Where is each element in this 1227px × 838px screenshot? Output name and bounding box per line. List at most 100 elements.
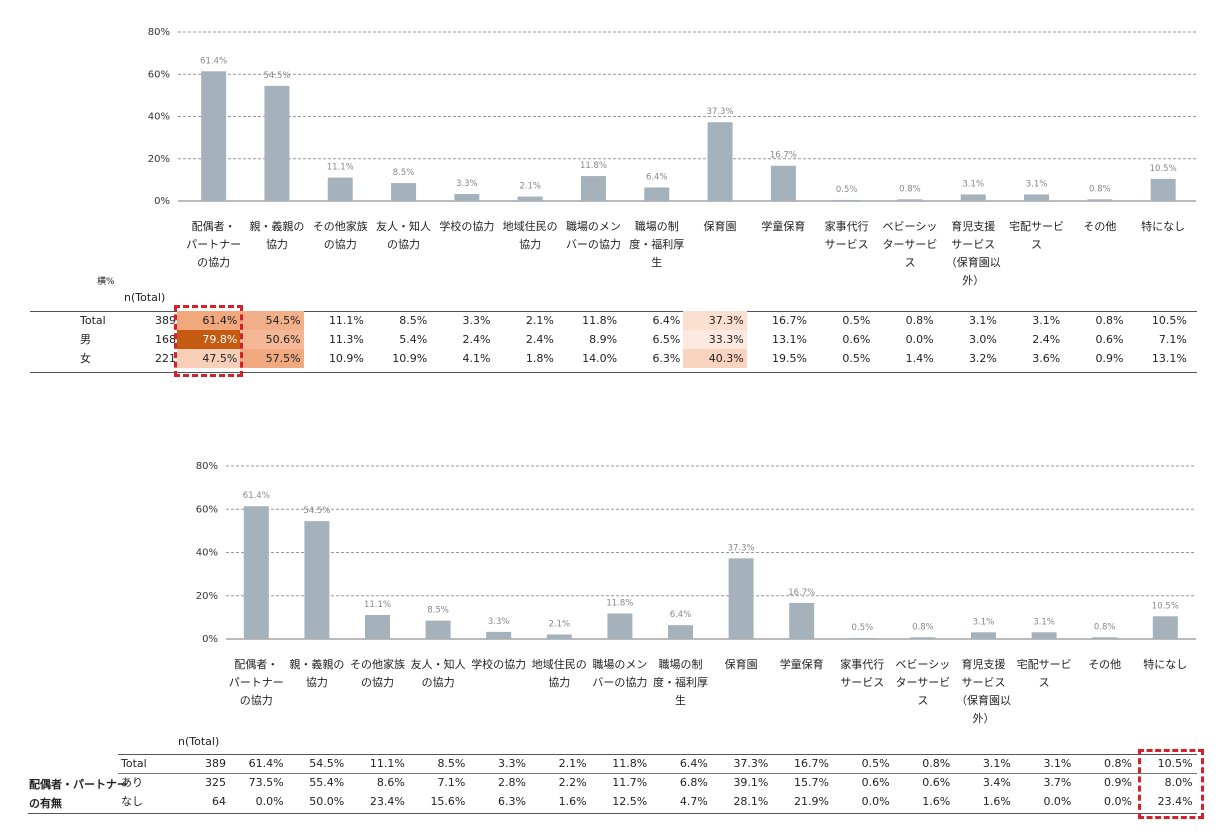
- bar: [971, 632, 996, 639]
- category-label: 度・福利厚: [629, 237, 684, 251]
- table-rule: [30, 372, 1197, 373]
- table-cell: 8.6%: [376, 776, 405, 789]
- table-cell: 0.8%: [922, 757, 951, 770]
- table-cell: 37.3%: [708, 314, 744, 327]
- bar: [304, 521, 330, 639]
- heat-cell: [240, 330, 304, 349]
- table-cell: 39.1%: [733, 776, 769, 789]
- row-label: なし: [121, 795, 143, 808]
- category-label: その他家族: [350, 657, 405, 671]
- category-label: パートナー: [229, 676, 284, 689]
- category-label: 友人・知人: [411, 657, 466, 671]
- category-label: サービス: [951, 238, 995, 251]
- table-cell: 21.9%: [794, 795, 829, 808]
- table-cell: 16.7%: [794, 757, 829, 770]
- table-cell: 2.4%: [525, 333, 554, 346]
- bar: [454, 194, 480, 201]
- table-cell: 1.6%: [922, 795, 951, 808]
- category-label: 生: [651, 255, 662, 269]
- category-label: 宅配サービ: [1009, 219, 1064, 233]
- table-cell: 0.6%: [922, 776, 951, 789]
- bar-value-label: 54.5%: [263, 71, 290, 81]
- table-cell: 0.6%: [1095, 333, 1124, 346]
- category-label: 配偶者・: [192, 220, 236, 233]
- bar: [201, 71, 227, 201]
- table-cell: 15.7%: [794, 776, 829, 789]
- bar-value-label: 3.1%: [962, 179, 984, 189]
- table-cell: 6.3%: [498, 795, 526, 808]
- table-cell: 0.8%: [905, 314, 934, 327]
- table-cell: 7.1%: [437, 776, 466, 789]
- row-label: 男: [80, 333, 91, 346]
- category-label: 協力: [266, 238, 288, 251]
- table-cell: 10.5%: [1151, 314, 1187, 327]
- table-cell: 0.0%: [255, 795, 284, 808]
- category-label: 外）: [962, 274, 984, 287]
- table-cell: 0.0%: [1104, 795, 1132, 808]
- bar-value-label: 0.8%: [1094, 622, 1116, 632]
- table-cell: 54.5%: [309, 757, 345, 770]
- bar-value-label: 2.1%: [548, 619, 570, 629]
- category-label: 友人・知人: [376, 219, 431, 233]
- n-header: n(Total): [178, 735, 220, 748]
- y-tick-label: 80%: [196, 461, 218, 472]
- bar-value-label: 2.1%: [519, 182, 541, 192]
- table-cell: 1.4%: [905, 352, 934, 365]
- category-label: 育児支援: [962, 657, 1006, 671]
- table-cell: 11.7%: [612, 776, 648, 789]
- table-cell: 6.5%: [652, 333, 681, 346]
- table-cell: 19.5%: [772, 352, 807, 365]
- table-cell: 0.6%: [861, 776, 890, 789]
- y-tick-label: 40%: [148, 112, 170, 123]
- category-label: （保育園以: [956, 693, 1011, 707]
- table-rule: [28, 813, 1197, 814]
- bar: [1087, 199, 1113, 201]
- category-label: 学校の協力: [439, 219, 494, 233]
- category-label: 育児支援: [951, 219, 995, 233]
- category-label: の協力: [197, 256, 230, 269]
- row-n: 389: [205, 757, 226, 770]
- category-label: の協力: [387, 238, 420, 251]
- table-cell: 10.5%: [1157, 757, 1193, 770]
- category-label: 地域住民の: [503, 219, 558, 233]
- bar: [1024, 194, 1050, 201]
- bar-value-label: 54.5%: [303, 506, 330, 516]
- category-label: の協力: [422, 676, 455, 689]
- table-cell: 6.3%: [652, 352, 681, 365]
- bar: [728, 558, 754, 639]
- table-cell: 0.5%: [842, 352, 871, 365]
- bar-value-label: 11.8%: [606, 598, 633, 608]
- row-label: Total: [80, 314, 106, 327]
- bar: [910, 637, 936, 639]
- category-label: 職場の制: [659, 658, 703, 671]
- table-side-label: 横%: [97, 277, 115, 287]
- bar: [1031, 632, 1057, 639]
- table-cell: 57.5%: [265, 352, 301, 365]
- category-label: 地域住民の: [532, 657, 587, 671]
- table-cell: 28.1%: [733, 795, 769, 808]
- category-label: の協力: [240, 694, 273, 707]
- bar-value-label: 61.4%: [243, 491, 270, 501]
- table-cell: 4.1%: [462, 352, 491, 365]
- table-cell: 1.8%: [525, 352, 554, 365]
- table-cell: 6.8%: [679, 776, 708, 789]
- bar: [243, 506, 269, 639]
- row-n: 389: [155, 314, 176, 327]
- table-cell: 0.5%: [842, 314, 871, 327]
- table-cell: 8.5%: [437, 757, 466, 770]
- table-cell: 3.1%: [968, 314, 997, 327]
- table-cell: 3.2%: [968, 352, 997, 365]
- bar-value-label: 0.5%: [836, 185, 858, 195]
- table-cell: 61.4%: [202, 314, 238, 327]
- table-cell: 1.6%: [558, 795, 587, 808]
- bar-value-label: 10.5%: [1150, 164, 1177, 174]
- table-cell: 61.4%: [248, 757, 284, 770]
- row-n: 221: [155, 352, 176, 365]
- table-cell: 23.4%: [1157, 795, 1193, 808]
- table-cell: 0.9%: [1104, 776, 1132, 789]
- bar-value-label: 3.3%: [488, 617, 510, 627]
- table-cell: 55.4%: [309, 776, 345, 789]
- category-label: 親・義親の: [289, 657, 344, 671]
- table-cell: 23.4%: [369, 795, 405, 808]
- bar: [580, 176, 606, 201]
